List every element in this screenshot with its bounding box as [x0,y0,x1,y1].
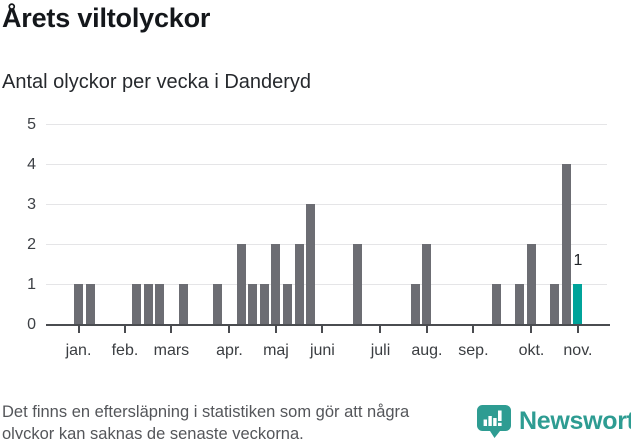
bar-week-6 [132,284,142,324]
gridline-y-2 [46,244,607,245]
newsworthy-logo: Newsworthy [477,405,631,438]
newsworthy-logo-text: Newsworthy [519,407,631,435]
footnote-line-2: olyckor kan saknas de senaste veckorna. [2,424,304,439]
bar-week-7 [143,284,153,324]
gridline-y-4 [46,164,607,165]
x-label-apr: apr. [216,342,243,359]
y-axis-label-0: 0 [27,316,36,333]
chart-subtitle: Antal olyckor per vecka i Danderyd [2,71,312,93]
y-axis-label-1: 1 [27,276,36,293]
x-label-juli: juli [370,342,391,359]
gridline-y-1 [46,284,607,285]
y-axis-label-3: 3 [27,196,36,213]
newsworthy-logo-icon [477,405,511,438]
x-tick-jan [77,326,80,333]
x-label-okt: okt. [518,342,545,359]
bar-week-1 [74,284,83,324]
bar-week-43 [561,164,571,324]
highlighted-bar-value-label: 1 [573,252,583,269]
x-label-juni: juni [309,342,335,359]
bar-week-19 [283,284,293,324]
bar-week-44-highlighted [573,284,583,324]
bar-week-20 [294,244,304,324]
chart-title: Årets viltolyckor [2,3,211,33]
y-axis-label-2: 2 [27,236,36,253]
bar-week-16 [248,284,258,324]
x-label-nov: nov. [563,342,593,359]
bar-week-40 [526,244,536,324]
x-tick-maj [274,326,277,333]
x-tick-juli [379,326,382,333]
x-label-aug: aug. [411,342,443,359]
x-axis-line [46,324,610,326]
x-label-jan: jan. [65,342,92,359]
bar-week-18 [271,244,281,324]
x-tick-juni [321,326,324,333]
x-tick-okt [530,326,533,333]
x-tick-mars [170,326,173,333]
footnote-line-1: Det finns en eftersläpning i statistiken… [2,403,410,421]
x-tick-feb [123,326,126,333]
bar-week-21 [306,204,316,324]
bar-week-37 [492,284,502,324]
gridline-y-5 [46,124,607,125]
x-tick-sep [472,326,475,333]
bar-week-13 [213,284,223,324]
bar-week-39 [515,284,525,324]
x-label-feb: feb. [111,342,139,359]
bar-week-2 [85,284,95,324]
bar-week-17 [259,284,269,324]
x-tick-apr [228,326,231,333]
x-label-mars: mars [153,342,190,359]
bar-week-31 [422,244,432,324]
bar-week-25 [352,244,362,324]
y-axis-label-5: 5 [27,116,36,133]
bar-week-8 [155,284,165,324]
gridline-y-3 [46,204,607,205]
x-label-maj: maj [263,342,289,359]
bar-week-42 [550,284,560,324]
x-tick-aug [425,326,428,333]
x-tick-nov [576,326,579,333]
y-axis-label-4: 4 [27,156,36,173]
x-label-sep: sep. [458,342,489,359]
footnote: Det finns en eftersläpning i statistiken… [2,402,409,439]
bar-week-15 [236,244,246,324]
bar-week-10 [178,284,188,324]
bar-week-30 [410,284,420,324]
